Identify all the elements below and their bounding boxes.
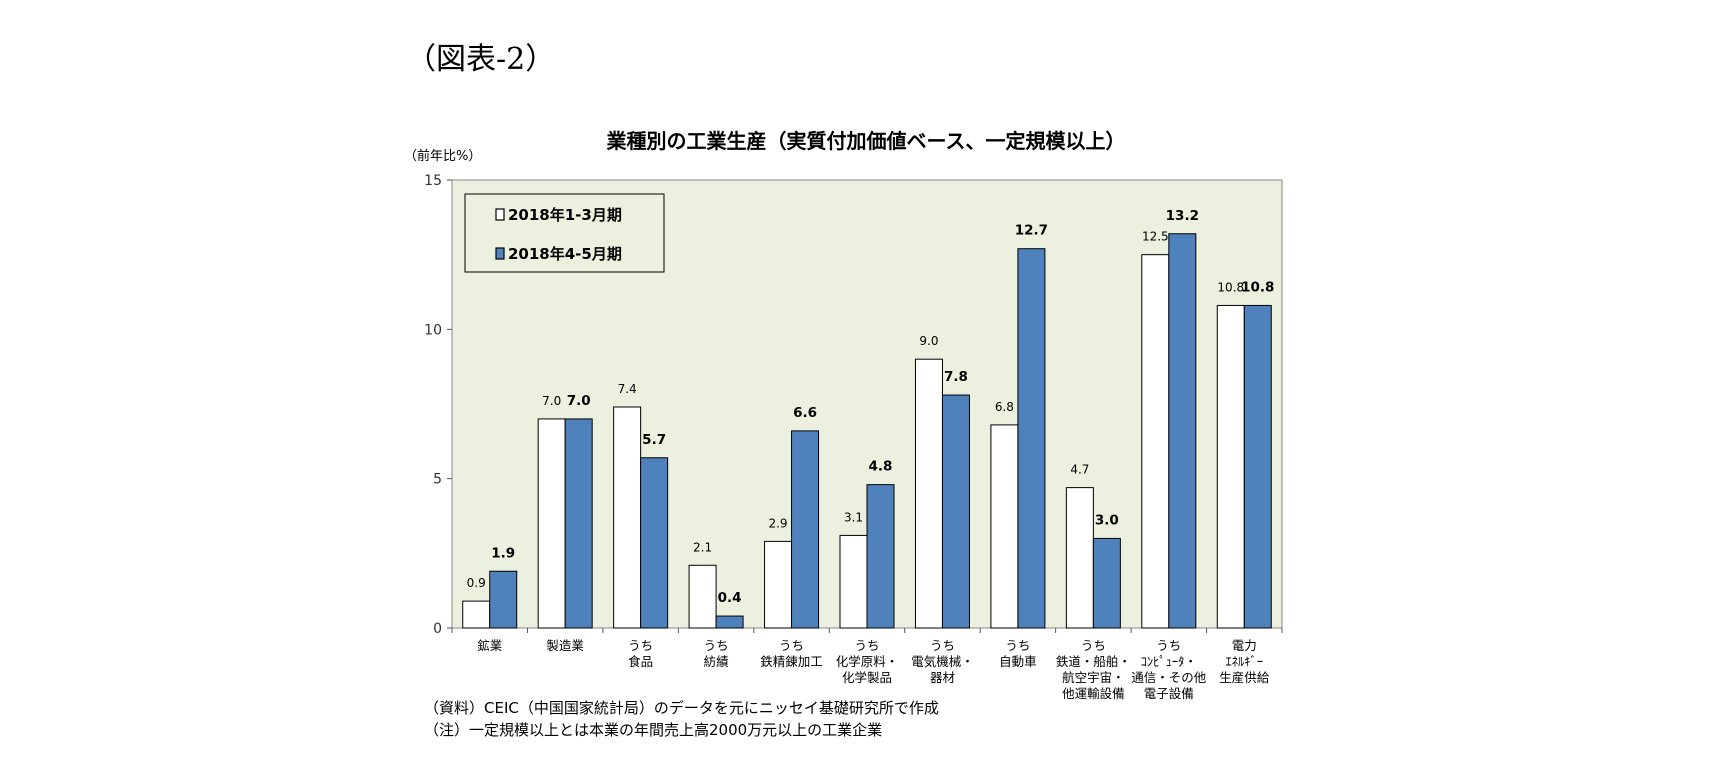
- legend-label-series-1: 2018年1-3月期: [508, 206, 622, 224]
- data-label-series-2: 12.7: [1015, 223, 1048, 239]
- bar-series-1: [764, 540, 793, 629]
- x-category-label: うち: [1156, 638, 1181, 653]
- data-label-series-1: 7.0: [542, 394, 561, 408]
- bar-series-1: [990, 424, 1019, 629]
- x-category-label: 鉄道・船舶・: [1056, 654, 1131, 669]
- bars-group: 0.9 1.9 7.0 7.0 7.4 5.7 2.1 0.4 2.9 6.6 3.1 4.8 9.0 7…: [462, 208, 1274, 629]
- figure-label: （図表-2）: [406, 42, 556, 77]
- data-label-series-2: 5.7: [642, 432, 666, 448]
- legend: 2018年1-3月期 2018年4-5月期: [464, 193, 665, 273]
- data-label-series-1: 3.1: [844, 510, 863, 524]
- x-category-label: うち: [930, 638, 955, 653]
- x-category-label: 化学製品: [842, 670, 892, 685]
- bar-series-1: [688, 564, 717, 629]
- x-category-label: 器材: [930, 670, 955, 685]
- x-category-label: 紡績: [704, 654, 729, 669]
- x-category-label: 電子設備: [1144, 686, 1194, 701]
- bar-series-1: [1216, 304, 1245, 629]
- bar-series-2: [1243, 304, 1272, 629]
- data-label-series-1: 2.9: [768, 516, 787, 530]
- source-note: （資料）CEIC（中国国家統計局）のデータを元にニッセイ基礎研究所で作成: [424, 699, 939, 717]
- x-category-label: 電気機械・: [911, 654, 974, 669]
- x-category-label: うち: [1005, 638, 1030, 653]
- bar-series-1: [839, 534, 868, 629]
- x-category-label: 通信・その他: [1131, 670, 1207, 685]
- y-tick-label: 0: [433, 621, 442, 637]
- x-category-label: うち: [779, 638, 804, 653]
- bar-series-2: [866, 484, 895, 629]
- bar-series-2: [791, 430, 820, 629]
- data-label-series-1: 7.4: [618, 382, 637, 396]
- x-category-label: 鉱業: [477, 638, 503, 653]
- y-tick-label: 5: [433, 472, 442, 488]
- y-tick-label: 10: [424, 322, 442, 338]
- data-label-series-1: 4.7: [1070, 463, 1089, 477]
- x-category-label: 航空宇宙・: [1062, 670, 1125, 685]
- data-label-series-1: 6.8: [995, 400, 1014, 414]
- data-label-series-2: 1.9: [491, 545, 515, 561]
- bar-series-2: [941, 394, 970, 629]
- bar-series-2: [1168, 233, 1197, 629]
- x-category-label: ｺﾝﾋﾟｭｰﾀ・: [1141, 654, 1197, 669]
- data-label-series-2: 13.2: [1166, 208, 1199, 224]
- bar-series-1: [613, 406, 642, 629]
- chart-title: 業種別の工業生産（実質付加価値ベース、一定規模以上）: [607, 129, 1126, 153]
- bar-series-2: [489, 570, 518, 629]
- x-category-label: 電力: [1232, 638, 1257, 653]
- data-label-series-2: 10.8: [1241, 279, 1274, 295]
- x-category-label: 生産供給: [1219, 670, 1270, 685]
- data-label-series-2: 7.8: [944, 369, 968, 385]
- definition-note: （注）一定規模以上とは本業の年間売上高2000万元以上の工業企業: [424, 721, 883, 739]
- x-category-label: うち: [854, 638, 879, 653]
- data-label-series-1: 9.0: [919, 334, 938, 348]
- data-label-series-2: 4.8: [869, 459, 893, 475]
- x-category-label: 自動車: [999, 654, 1037, 669]
- x-category-label: ｴﾈﾙｷﾞｰ: [1226, 654, 1264, 669]
- data-label-series-2: 0.4: [718, 590, 742, 606]
- x-category-label: 製造業: [546, 638, 584, 653]
- legend-label-series-2: 2018年4-5月期: [508, 245, 622, 263]
- bar-series-1: [1065, 487, 1094, 629]
- data-label-series-1: 0.9: [467, 576, 486, 590]
- data-label-series-2: 3.0: [1095, 512, 1119, 528]
- bar-series-1: [1141, 254, 1170, 629]
- bar-series-2: [564, 418, 593, 629]
- y-axis-label: （前年比%）: [404, 148, 481, 164]
- x-category-label: 他運輸設備: [1062, 686, 1125, 701]
- bar-series-2: [1092, 537, 1121, 629]
- x-category-label: うち: [628, 638, 653, 653]
- x-category-label: うち: [1081, 638, 1106, 653]
- legend-swatch-series-2: [495, 247, 505, 260]
- bar-series-2: [1017, 248, 1046, 629]
- x-category-label: 化学原料・: [836, 654, 899, 669]
- data-label-series-1: 12.5: [1142, 230, 1169, 244]
- bar-series-1: [914, 358, 943, 629]
- x-category-label: うち: [704, 638, 729, 653]
- bar-series-2: [640, 457, 669, 629]
- data-label-series-2: 7.0: [567, 393, 591, 409]
- data-label-series-2: 6.6: [793, 405, 817, 421]
- bar-series-1: [537, 418, 566, 629]
- data-label-series-1: 2.1: [693, 540, 712, 554]
- x-category-label: 鉄精錬加工: [760, 654, 823, 669]
- x-category-label: 食品: [628, 654, 653, 669]
- data-label-series-1: 10.8: [1217, 280, 1244, 294]
- y-tick-label: 15: [424, 173, 442, 189]
- bar-series-1: [462, 600, 491, 629]
- legend-swatch-series-1: [495, 208, 505, 221]
- bar-series-2: [715, 615, 744, 629]
